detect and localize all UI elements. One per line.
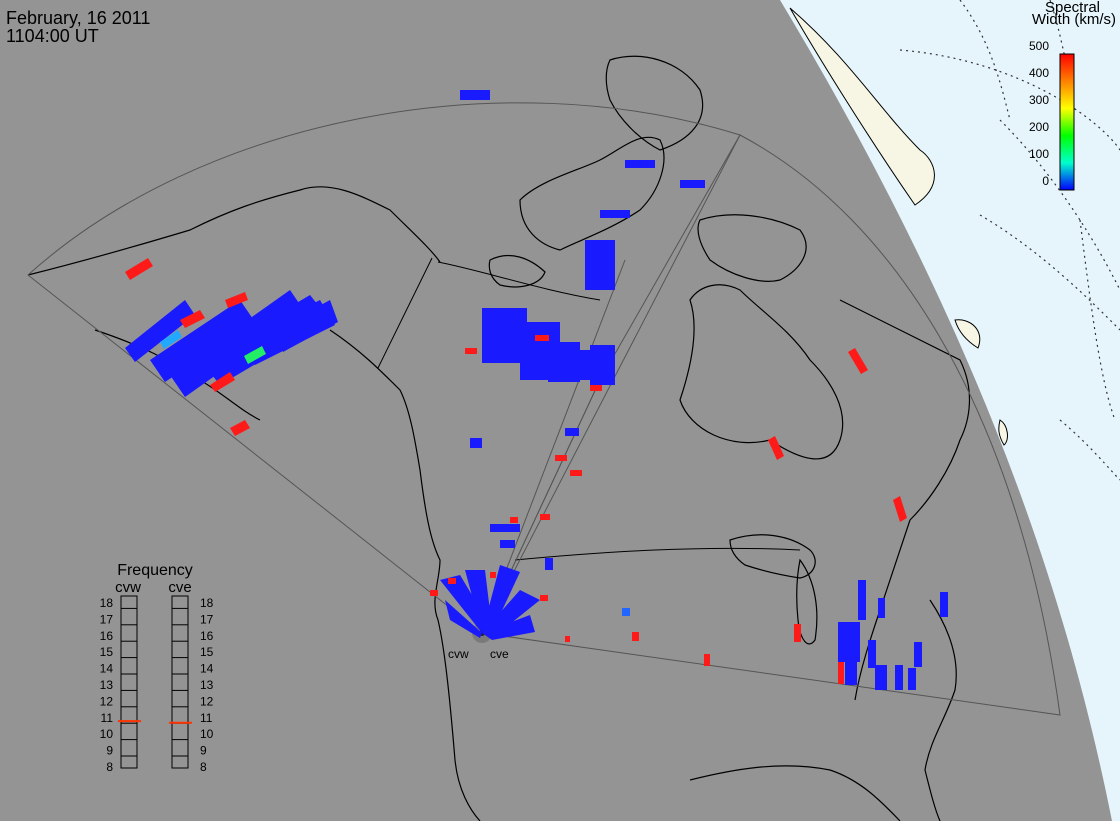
frequency-scale-left: 12 (100, 694, 114, 708)
colorbar-title: Spectral (1044, 0, 1100, 16)
colorbar-tick-label: 0 (1042, 174, 1049, 188)
frequency-scale-right: 16 (200, 629, 214, 643)
frequency-scale-right: 11 (200, 711, 213, 725)
coastlines (27, 55, 970, 821)
cell-cluster-radar-fan (440, 565, 540, 640)
cell-red-radar-fan (430, 578, 548, 601)
frequency-scale-left: 16 (100, 629, 114, 643)
fov-cvw (27, 102, 741, 634)
fov-cve (481, 134, 1061, 716)
colorbar-tick-label: 200 (1029, 120, 1049, 134)
frequency-scale-right: 9 (200, 744, 207, 758)
cell-blue-light (622, 608, 630, 616)
daylight-land (789, 7, 1008, 446)
colorbar-gradient (1059, 53, 1075, 191)
frequency-scale-left: 15 (100, 645, 114, 659)
frequency-scale-left: 9 (106, 744, 113, 758)
frequency-scale-right: 14 (200, 662, 214, 676)
daylight-sky (780, 0, 1120, 821)
date-label: February, 16 2011 (6, 8, 151, 28)
cell-red-alaska (125, 258, 250, 436)
colorbar-tick-label: 100 (1029, 147, 1049, 161)
frequency-scale-right: 18 (200, 596, 214, 610)
spectral-width-colorbar: 500 400 300 200 100 0 (1029, 39, 1075, 191)
cell-cyan-alaska (160, 330, 266, 364)
time-label: 1104:00 UT (6, 26, 99, 46)
spectral-width-cells (125, 90, 948, 690)
colorbar-ticks: 500 400 300 200 100 0 (1029, 39, 1049, 188)
colorbar-tick-label: 300 (1029, 93, 1049, 107)
radar-label-cve: cve (490, 647, 509, 661)
cell-red-central (465, 335, 639, 642)
frequency-scale-left: 10 (100, 727, 114, 741)
colorbar-unit-title: Width (km/s) (1031, 11, 1116, 28)
frequency-scale-right: 17 (200, 612, 214, 626)
frequency-scale-left: 17 (100, 612, 114, 626)
frequency-title: Frequency (117, 562, 193, 579)
frequency-scale-left: 8 (106, 760, 113, 774)
colorbar-tick-label: 400 (1029, 66, 1049, 80)
frequency-scale-right: 12 (200, 694, 214, 708)
cell-cluster-central (470, 160, 705, 570)
frequency-scale-left: 18 (100, 596, 114, 610)
frequency-scale-right: 15 (200, 645, 214, 659)
frequency-scale-right: 13 (200, 678, 214, 692)
cell-red-east (704, 348, 907, 684)
frequency-scale-right: 10 (200, 727, 214, 741)
political-borders (377, 257, 801, 561)
frequency-scale-left: 14 (100, 662, 114, 676)
cell-cluster-east (838, 580, 948, 690)
frequency-col-cve: cve (168, 579, 191, 596)
daylight-region (780, 0, 1120, 821)
radar-label-cvw: cvw (448, 647, 469, 661)
frequency-scale-right: 8 (200, 760, 207, 774)
frequency-col-cvw: cvw (115, 579, 141, 596)
frequency-column-cvw (120, 595, 138, 769)
daylight-grid-lines (899, 0, 1120, 481)
frequency-column-cve (171, 595, 189, 769)
frequency-scale-left: 13 (100, 678, 114, 692)
cell-cluster-alaska (125, 90, 490, 397)
frequency-scale-left: 11 (101, 711, 114, 725)
colorbar-tick-label: 500 (1029, 39, 1049, 53)
